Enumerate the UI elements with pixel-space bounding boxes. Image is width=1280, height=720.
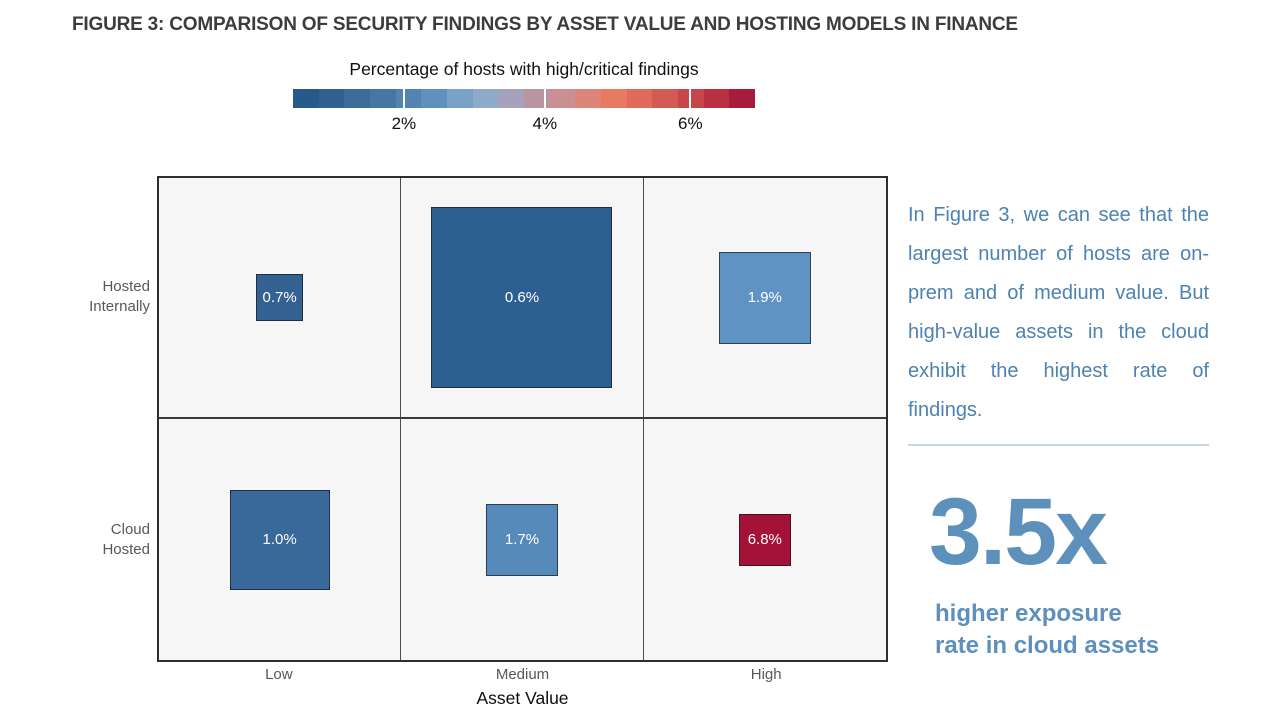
x-tick-labels: Low Medium High (157, 666, 888, 683)
cell-cloud-hosted-low: 1.0% (159, 419, 402, 660)
colorbar-tick-line (689, 89, 692, 108)
colorbar-segment (447, 89, 473, 108)
colorbar-tick-label: 4% (532, 114, 558, 133)
x-tick-high: High (750, 666, 782, 683)
data-square-0.7%: 0.7% (256, 274, 304, 321)
data-square-1.7%: 1.7% (485, 503, 558, 576)
colorbar-segment (498, 89, 525, 108)
colorbar-segment (626, 89, 653, 108)
stat-value: 3.5x (929, 479, 1108, 585)
colorbar-segment (421, 89, 448, 108)
colorbar-segment (652, 89, 679, 108)
colorbar-segment (344, 89, 371, 108)
colorbar-segment (575, 89, 602, 108)
x-tick-medium: Medium (495, 666, 550, 683)
colorbar-tick-label: 6% (678, 114, 703, 133)
colorbar-segment (472, 89, 499, 108)
data-square-1.0%: 1.0% (229, 489, 330, 590)
colorbar-segment (293, 89, 319, 108)
annotation-divider (908, 444, 1209, 446)
figure-title: FIGURE 3: COMPARISON OF SECURITY FINDING… (72, 14, 1018, 35)
stat-caption: higher exposure rate in cloud assets (935, 600, 1160, 659)
colorbar-segment (601, 89, 627, 108)
data-square-6.8%: 6.8% (738, 513, 791, 566)
x-axis-title: Asset Value (476, 688, 569, 708)
cell-hosted-internally-high: 1.9% (643, 178, 886, 419)
annotation-paragraph: In Figure 3, we can see that the largest… (908, 204, 1209, 421)
colorbar-segment (318, 89, 345, 108)
colorbar-label: Percentage of hosts with high/critical f… (349, 59, 699, 79)
y-tick-hosted-internally: Hosted Internally (89, 278, 150, 315)
matrix-plot: 0.7% 0.6% 1.9% 1.0% 1.7% 6.8% (157, 176, 888, 662)
cell-hosted-internally-low: 0.7% (159, 178, 402, 419)
colorbar-tick-line (402, 89, 405, 108)
data-square-0.6%: 0.6% (431, 207, 613, 388)
colorbar-tick-label: 2% (391, 114, 417, 133)
cell-hosted-internally-medium: 0.6% (401, 178, 644, 419)
x-tick-low: Low (265, 666, 293, 683)
colorbar-gradient (293, 89, 755, 108)
colorbar-segment (729, 89, 755, 108)
colorbar-segment (703, 89, 730, 108)
colorbar: 2% 4% 6% (293, 89, 755, 133)
colorbar-segment (370, 89, 396, 108)
data-square-1.9%: 1.9% (718, 251, 811, 344)
cell-cloud-hosted-medium: 1.7% (401, 419, 644, 660)
colorbar-segment (549, 89, 576, 108)
colorbar-tick-line (543, 89, 546, 108)
colorbar-segment (395, 89, 422, 108)
colorbar-segment (524, 89, 550, 108)
y-tick-cloud-hosted: Cloud Hosted (102, 521, 150, 558)
cell-cloud-hosted-high: 6.8% (643, 419, 886, 660)
